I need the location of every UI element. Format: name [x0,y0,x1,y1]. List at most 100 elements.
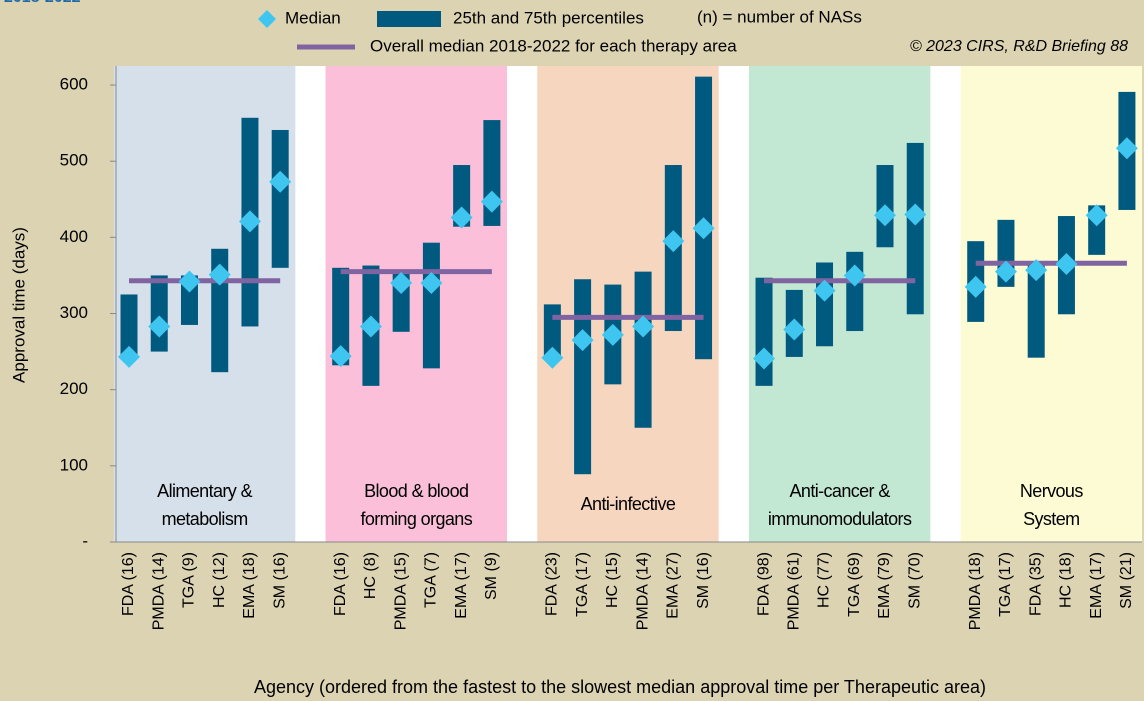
median-marker [813,279,836,302]
y-tick-label: 300 [60,303,88,322]
median-marker [1025,259,1048,282]
x-tick-label: FDA (23) [544,552,561,616]
median-marker [843,264,866,287]
x-tick-label: SM (9) [483,552,500,600]
median-marker [390,272,413,295]
median-marker [571,329,594,352]
x-tick-label: TGA (17) [997,552,1014,617]
median-marker [420,272,443,295]
median-marker [269,170,292,193]
group-band [960,66,1143,542]
y-tick-label: 100 [60,455,88,474]
y-axis-title: Approval time (days) [9,227,28,383]
source: © 2023 CIRS, R&D Briefing 88 [910,38,1128,55]
range-bar [271,129,289,268]
group-band [325,66,507,542]
range-bar [332,267,350,366]
median-marker [541,346,564,369]
median-marker [359,315,382,338]
range-bar [422,242,440,369]
median-marker [480,190,503,213]
range-bar [1027,262,1045,358]
legend-label: Median [285,8,341,27]
x-axis-title: Agency (ordered from the fastest to the … [254,677,986,697]
group-label: metabolism [162,509,248,529]
group-band [748,66,931,542]
group-label: forming organs [360,509,472,529]
x-tick-label: SM (21) [1118,552,1135,609]
legend-label: 25th and 75th percentiles [453,8,644,27]
median-marker [964,275,987,298]
x-tick-label: PMDA (14) [634,552,651,630]
y-tick-label: 200 [60,379,88,398]
x-tick-label: FDA (16) [332,552,349,616]
x-tick-label: EMA (18) [241,552,258,619]
x-tick-label: TGA (69) [846,552,863,617]
x-tick-label: EMA (17) [453,552,470,619]
median-marker [662,230,685,253]
median-marker [1115,137,1138,160]
group-label: Alimentary & [157,481,252,501]
note: (n) = number of NASs [697,7,862,26]
group-band [537,66,719,542]
median-marker [692,217,715,240]
median-marker [450,206,473,229]
x-tick-label: TGA (17) [574,552,591,617]
median-marker [904,203,927,226]
median-marker [753,347,776,370]
y-tick-label: 400 [60,227,88,246]
x-tick-label: EMA (79) [876,552,893,619]
median-marker [148,315,171,338]
x-tick-label: FDA (98) [755,552,772,616]
x-tick-label: HC (77) [816,552,833,608]
x-tick-label: TGA (9) [181,552,198,608]
group-label: Anti-infective [581,494,676,514]
x-tick-label: FDA (16) [120,552,137,616]
median-marker [208,263,231,286]
x-tick-label: EMA (17) [1088,552,1105,619]
group-label: Nervous [1020,481,1083,501]
range-bar [120,294,138,360]
y-tick-label: 600 [60,75,88,94]
group-label: System [1023,509,1079,529]
x-tick-label: HC (18) [1058,552,1075,608]
subtitle: 2018-2022 [4,0,81,6]
legend-range-marker [377,11,441,27]
median-marker [1055,253,1078,276]
x-tick-label: SM (70) [906,552,923,609]
group-label: immunomodulators [768,509,912,529]
median-marker [994,260,1017,283]
x-tick-label: SM (16) [271,552,288,609]
x-tick-label: SM (16) [695,552,712,609]
median-marker [178,270,201,293]
range-bar [846,251,864,332]
y-tick-label: - [82,531,88,550]
range-bar [574,279,592,475]
x-tick-label: TGA (7) [423,552,440,608]
x-tick-label: PMDA (15) [392,552,409,630]
median-marker [329,345,352,368]
median-marker [783,318,806,341]
median-marker [118,345,140,368]
x-tick-label: EMA (27) [665,552,682,619]
median-marker [874,204,896,227]
y-tick-label: 500 [60,151,88,170]
range-bar [755,277,773,386]
group-label: Anti-cancer & [790,481,891,501]
x-tick-label: HC (12) [211,552,228,608]
x-tick-label: PMDA (61) [785,552,802,630]
group-band [113,66,296,542]
x-tick-label: HC (8) [362,552,379,599]
x-tick-label: HC (15) [604,552,621,608]
legend-label: Overall median 2018-2022 for each therap… [370,36,737,55]
x-tick-label: FDA (35) [1027,552,1044,616]
range-bar [816,262,834,347]
median-marker [238,210,261,233]
median-marker [601,323,624,346]
range-bar [150,275,168,352]
range-bar [906,142,924,315]
legend-median-marker [258,10,276,28]
range-bar [634,271,652,428]
